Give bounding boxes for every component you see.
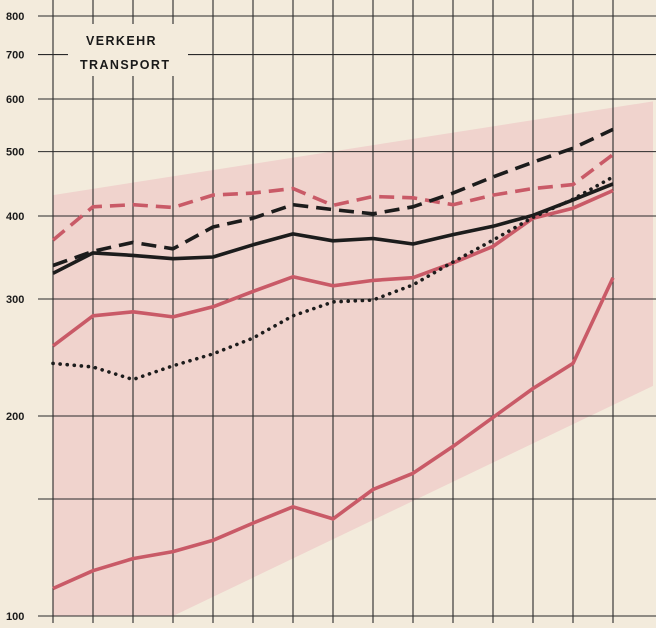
y-tick-label: 600 [6, 94, 24, 106]
y-tick-label: 500 [6, 147, 24, 159]
chart-title: VERKEHR TRANSPORT [68, 24, 188, 76]
series-line-4 [51, 188, 614, 348]
series-line-6 [52, 276, 615, 591]
confidence-band [53, 101, 653, 616]
y-tick-label: 300 [6, 294, 24, 306]
y-tick-label: 400 [6, 211, 24, 223]
series-line-5 [51, 175, 615, 382]
y-tick-label: 100 [6, 611, 24, 623]
y-tick-label: 800 [6, 11, 24, 23]
y-tick-label: 700 [6, 50, 24, 62]
title-background [68, 24, 188, 76]
series-line-3 [52, 182, 614, 275]
grid-layer [38, 0, 656, 623]
series-line-1 [51, 153, 615, 242]
y-tick-label: 200 [6, 411, 24, 423]
y-tick-labels: 100 200 300 400 500 600 700 800 [6, 11, 24, 623]
series-layer [51, 127, 615, 591]
title-line-1: VERKEHR [86, 34, 157, 48]
band-layer [53, 101, 653, 616]
title-line-2: TRANSPORT [80, 58, 170, 72]
series-line-2 [52, 127, 614, 268]
